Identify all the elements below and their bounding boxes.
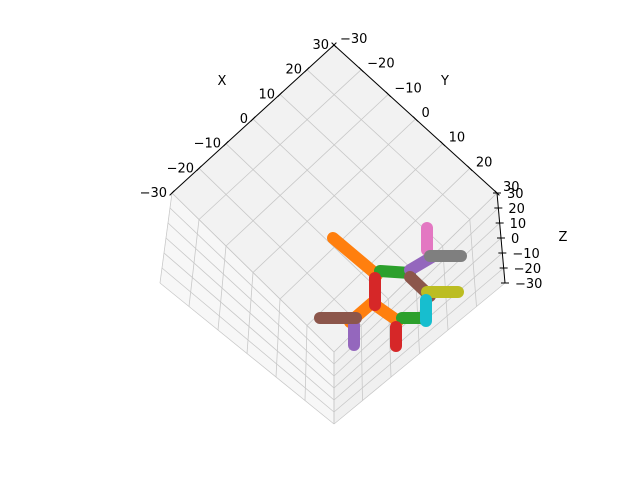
y-axis-tick-label: −10 — [394, 81, 421, 96]
y-axis-tick-label: 10 — [449, 131, 466, 146]
x-axis-label: X — [218, 74, 227, 89]
x-axis-tick — [250, 116, 256, 122]
y-axis-tick — [358, 66, 364, 73]
z-axis-tick-label: 20 — [508, 202, 525, 217]
gridline-right-horizontal — [333, 282, 506, 425]
z-axis-tick-label: −20 — [514, 262, 541, 277]
x-axis-tick-label: −10 — [194, 137, 221, 152]
z-axis-tick-label: 0 — [511, 232, 519, 247]
x-axis-tick — [169, 190, 175, 196]
gridline-left-horizontal — [159, 282, 335, 425]
x-axis-tick — [223, 140, 229, 147]
y-axis-label: Y — [440, 74, 449, 89]
y-axis-tick-label: 20 — [476, 155, 493, 170]
z-axis-tick-label: 10 — [510, 217, 527, 232]
x-axis-tick-label: 20 — [285, 63, 302, 78]
gridline-right-horizontal — [333, 267, 504, 413]
y-axis-tick — [412, 116, 419, 122]
x-axis-tick — [277, 91, 283, 98]
z-axis-tick-label: 30 — [507, 187, 524, 202]
data-rod-series-1 — [327, 232, 383, 281]
x-axis-tick-label: 0 — [240, 112, 248, 127]
x-axis-tick-label: 10 — [258, 87, 275, 102]
x-axis-tick — [196, 165, 202, 172]
x-axis-ticks: −30−20−10 0 10 20 30 — [140, 38, 337, 201]
y-axis-tick-label: 0 — [422, 106, 430, 121]
data-marks — [314, 222, 467, 352]
x-axis-tick-label: −30 — [140, 186, 167, 201]
y-axis-tick — [331, 42, 337, 48]
y-axis-tick-label: −30 — [340, 32, 367, 47]
y-axis-tick — [385, 91, 392, 98]
z-axis-label: Z — [559, 230, 568, 245]
z-axis-tick-label: −10 — [512, 247, 539, 262]
y-axis-tick — [439, 140, 446, 147]
y-axis-tick — [467, 165, 473, 172]
x-axis-tick — [304, 66, 310, 73]
x-axis-tick-label: −20 — [167, 161, 194, 176]
gridline-left-horizontal — [161, 267, 335, 413]
y-axis-tick-label: −20 — [367, 57, 394, 72]
gridline-top-y — [306, 168, 471, 326]
y-axis-tick-label: 30 — [503, 180, 520, 195]
z-axis-tick-label: −30 — [515, 277, 542, 292]
x-axis-tick-label: 30 — [312, 38, 329, 53]
